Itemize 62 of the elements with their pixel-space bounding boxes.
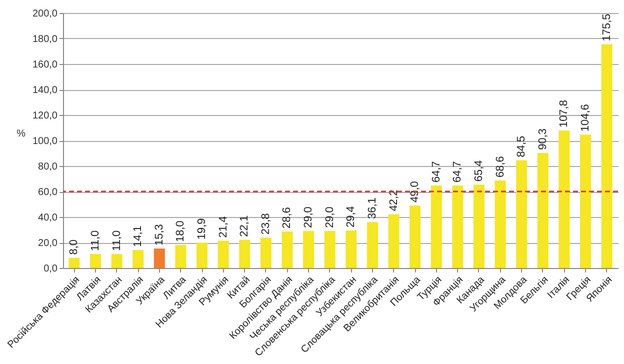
data-label: 19,9 [196, 218, 208, 240]
bar [282, 232, 293, 268]
bar [154, 248, 165, 268]
bar [430, 186, 442, 268]
data-label: 23,8 [260, 213, 272, 235]
bar [516, 160, 528, 268]
bar [601, 44, 612, 268]
data-label: 64,7 [452, 161, 464, 183]
data-label: 29,0 [324, 206, 336, 228]
bar [132, 250, 144, 268]
y-axis-title: % [16, 128, 26, 140]
y-tick-label: 40,0 [38, 212, 58, 224]
y-tick-label: 60,0 [38, 187, 58, 198]
bar [494, 180, 506, 268]
y-tick-label: 100,0 [32, 136, 58, 147]
bar [366, 222, 378, 268]
bar [410, 206, 421, 268]
y-tick-label: 120,0 [32, 110, 58, 122]
y-tick-label: 20,0 [38, 238, 58, 249]
data-label: 22,1 [238, 215, 251, 237]
data-label: 29,4 [345, 206, 358, 228]
bar [218, 240, 229, 268]
bar [303, 231, 314, 268]
data-label: 28,6 [281, 207, 294, 229]
data-label: 29,0 [302, 206, 315, 228]
data-label: 18,0 [174, 220, 187, 242]
bar [175, 245, 186, 268]
data-label: 107,8 [558, 100, 570, 128]
bar [452, 186, 464, 268]
bar [388, 214, 400, 268]
data-label: 68,6 [494, 156, 506, 178]
data-label: 65,4 [472, 160, 485, 182]
bar [260, 238, 272, 268]
data-label: 21,4 [217, 216, 230, 238]
data-label: 84,5 [516, 136, 528, 158]
data-label: 15,3 [153, 224, 166, 246]
bar [239, 240, 250, 268]
y-tick-label: 200,0 [32, 8, 58, 20]
bar [346, 230, 357, 268]
bar [473, 184, 484, 268]
data-label: 90,3 [536, 128, 549, 150]
data-label: 14,1 [132, 226, 144, 248]
data-label: 36,1 [366, 198, 378, 219]
bar [90, 254, 101, 268]
data-label: 8,0 [68, 240, 80, 255]
bar [324, 231, 336, 268]
bar [558, 130, 570, 268]
data-label: 104,6 [580, 104, 592, 132]
bar [111, 254, 122, 268]
y-tick-label: 160,0 [32, 60, 58, 70]
bar [68, 258, 80, 268]
y-tick-label: 140,0 [32, 85, 58, 96]
data-label: 64,7 [430, 161, 442, 183]
y-tick-label: 180,0 [32, 34, 58, 45]
y-tick-label: 0,0 [44, 264, 58, 274]
data-label: 11,0 [89, 230, 102, 251]
bar [196, 242, 208, 268]
data-label: 175,5 [600, 14, 613, 42]
data-label: 11,0 [110, 230, 123, 251]
bar [580, 134, 592, 268]
y-tick-label: 80,0 [38, 162, 58, 172]
bar [537, 152, 548, 268]
